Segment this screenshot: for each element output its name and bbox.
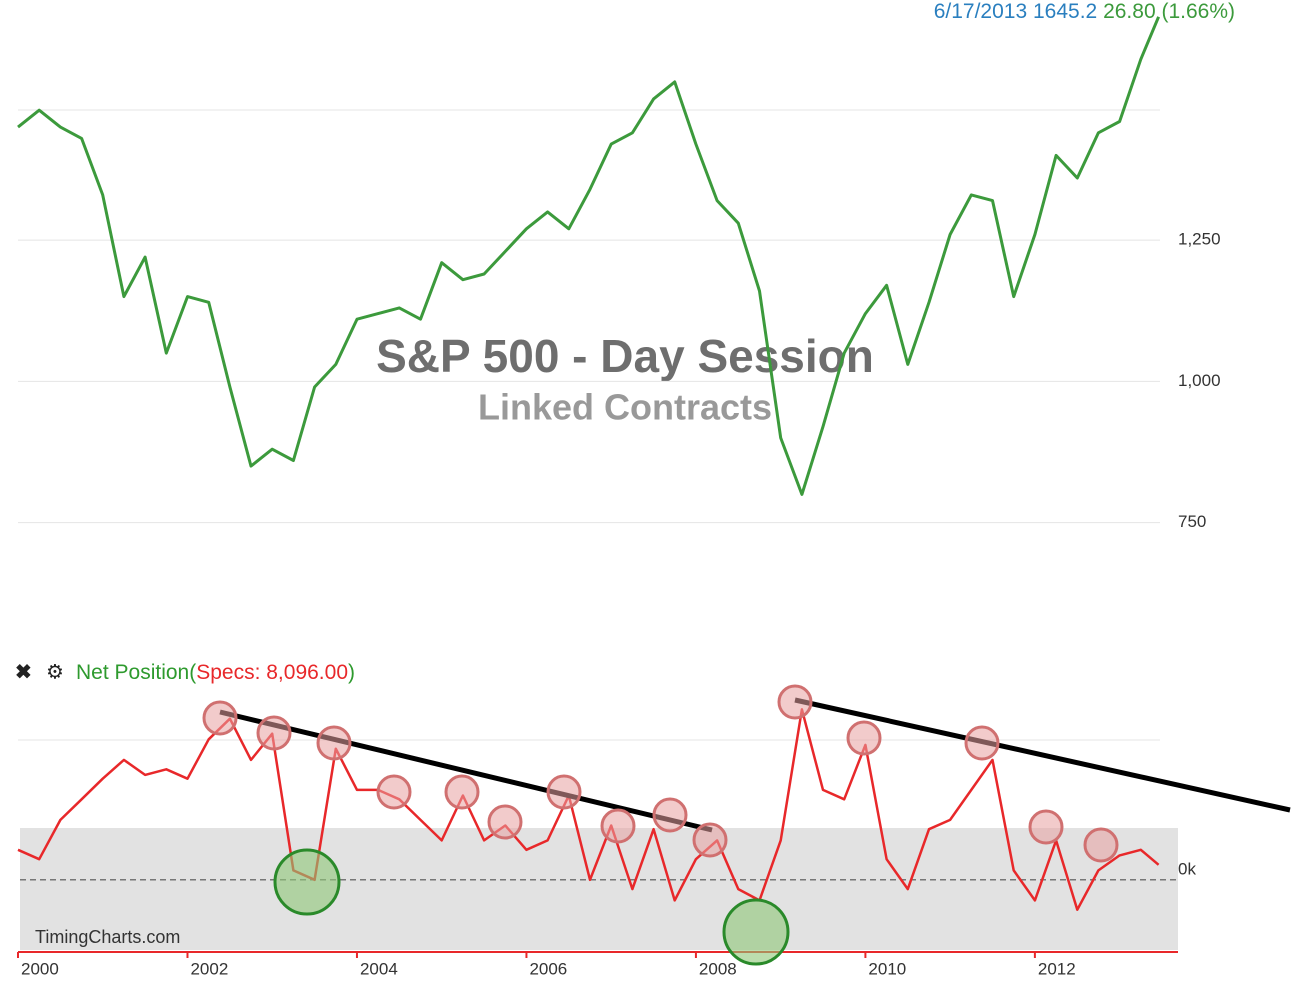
- y-tick-label: 1,000: [1178, 371, 1221, 390]
- trend-line: [219, 709, 713, 833]
- x-tick-label: 2002: [190, 959, 228, 978]
- x-tick-label: 2012: [1038, 959, 1076, 978]
- close-icon[interactable]: ✖: [15, 661, 32, 683]
- series-line: [17, 16, 1160, 496]
- trough-circles: [273, 848, 790, 966]
- x-tick-label: 2006: [529, 959, 567, 978]
- header: 6/17/2013 1645.2 26.80 (1.66%): [934, 0, 1235, 23]
- chart-subtitle: Linked Contracts: [478, 387, 772, 428]
- y-tick-label: 0k: [1178, 859, 1196, 878]
- indicator-label: Net Position(Specs: 8,096.00): [76, 661, 355, 684]
- series-line: [17, 708, 1160, 911]
- y-tick-label: 750: [1178, 512, 1206, 531]
- peak-circles: [202, 684, 1119, 863]
- header-date: 6/17/2013: [934, 0, 1027, 23]
- marks: 750 1,000 1,250 0k 2000 2002 2004 2006 2008 2010 2…: [17, 16, 1221, 978]
- watermark: TimingCharts.com: [35, 927, 180, 947]
- indicator-close: ): [348, 661, 355, 684]
- trend-line: [794, 697, 1291, 813]
- band: [20, 828, 1178, 950]
- y-tick-label: 1,250: [1178, 230, 1221, 249]
- chart-title: S&P 500 - Day Session: [376, 330, 874, 382]
- x-tick-label: 2010: [868, 959, 906, 978]
- indicator-name: Net Position(: [76, 661, 196, 684]
- settings-icon[interactable]: ⚙: [46, 661, 64, 683]
- x-tick-label: 2008: [699, 959, 737, 978]
- annotations: [202, 684, 1291, 966]
- x-tick-label: 2000: [21, 959, 59, 978]
- header-change: 26.80 (1.66%): [1103, 0, 1235, 23]
- header-price: 1645.2: [1033, 0, 1097, 23]
- indicator-value: Specs: 8,096.00: [196, 661, 348, 684]
- x-tick-label: 2004: [360, 959, 398, 978]
